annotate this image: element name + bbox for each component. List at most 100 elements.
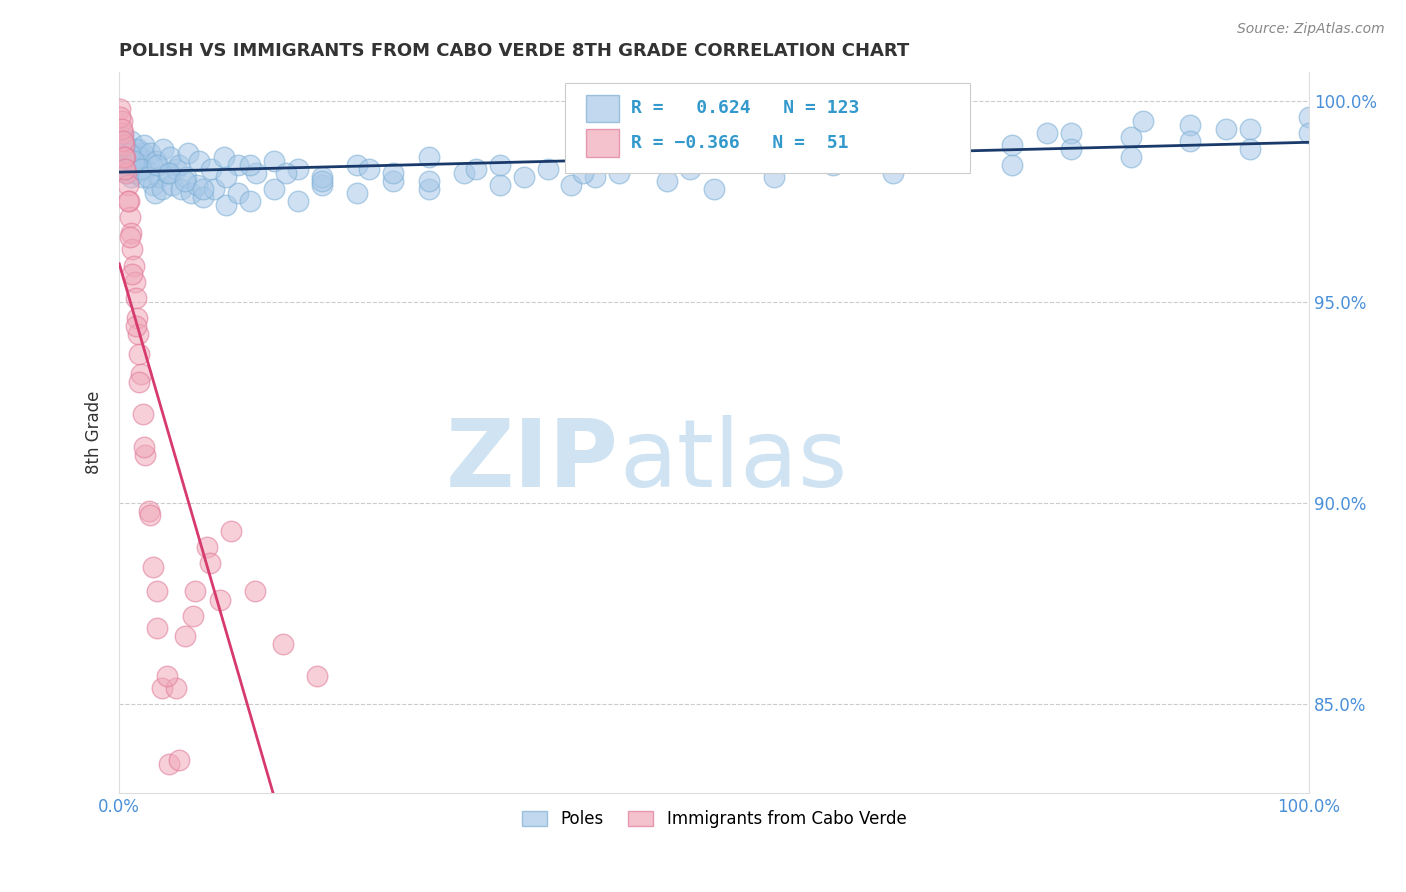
Point <box>138 504 160 518</box>
Point <box>134 161 156 176</box>
Point <box>418 174 440 188</box>
Point <box>263 182 285 196</box>
Point <box>195 540 218 554</box>
Point <box>274 166 297 180</box>
Point <box>679 161 702 176</box>
Point <box>117 178 139 192</box>
Point <box>226 186 249 201</box>
Point <box>112 137 135 152</box>
Point <box>273 637 295 651</box>
Point <box>170 182 193 196</box>
Point <box>124 166 146 180</box>
Point <box>177 145 200 160</box>
Point <box>209 592 232 607</box>
Point <box>110 110 132 124</box>
Point <box>655 153 678 168</box>
Point <box>159 150 181 164</box>
Point <box>572 166 595 180</box>
Bar <box>586 129 619 157</box>
Point <box>727 145 749 160</box>
Point <box>305 669 328 683</box>
Point <box>114 150 136 164</box>
Point <box>150 182 173 196</box>
Point <box>200 161 222 176</box>
Point <box>1239 121 1261 136</box>
Point <box>212 150 235 164</box>
Point <box>121 243 143 257</box>
Point <box>148 169 170 184</box>
Point <box>287 194 309 209</box>
Point <box>219 524 242 538</box>
Point <box>311 174 333 188</box>
Point <box>655 174 678 188</box>
Point <box>607 166 630 180</box>
Point <box>465 161 488 176</box>
Point <box>142 178 165 192</box>
Point <box>245 166 267 180</box>
Point <box>381 174 404 188</box>
Point <box>165 681 187 695</box>
Point <box>346 158 368 172</box>
Point <box>204 182 226 196</box>
Point <box>1298 110 1320 124</box>
Point <box>418 182 440 196</box>
Point <box>1132 113 1154 128</box>
Text: Source: ZipAtlas.com: Source: ZipAtlas.com <box>1237 22 1385 37</box>
Point <box>751 142 773 156</box>
Y-axis label: 8th Grade: 8th Grade <box>86 391 103 475</box>
Point <box>128 347 150 361</box>
Point <box>121 267 143 281</box>
Point <box>1001 158 1024 172</box>
Point <box>287 161 309 176</box>
Point <box>112 150 135 164</box>
Point <box>114 137 136 152</box>
Point <box>239 158 262 172</box>
Text: POLISH VS IMMIGRANTS FROM CABO VERDE 8TH GRADE CORRELATION CHART: POLISH VS IMMIGRANTS FROM CABO VERDE 8TH… <box>120 42 910 60</box>
Point <box>191 190 214 204</box>
Point <box>111 113 134 128</box>
Point <box>1001 137 1024 152</box>
Point <box>882 145 904 160</box>
Point <box>167 158 190 172</box>
Point <box>139 508 162 522</box>
Point <box>1119 129 1142 144</box>
Point <box>311 169 333 184</box>
Point <box>1060 126 1083 140</box>
Point <box>226 158 249 172</box>
Point <box>111 121 134 136</box>
Point <box>124 275 146 289</box>
Point <box>120 169 142 184</box>
Point <box>181 608 204 623</box>
Point <box>156 166 179 180</box>
Point <box>111 129 134 144</box>
Point <box>112 137 135 152</box>
Point <box>167 754 190 768</box>
Point <box>132 408 155 422</box>
Point <box>418 150 440 164</box>
Point <box>118 145 141 160</box>
Point <box>142 560 165 574</box>
Point <box>703 182 725 196</box>
Point <box>1036 126 1059 140</box>
Point <box>146 584 169 599</box>
Point <box>118 194 141 209</box>
Point <box>1119 150 1142 164</box>
Point <box>125 291 148 305</box>
Point <box>845 129 868 144</box>
Point <box>1239 142 1261 156</box>
Point <box>560 178 582 192</box>
Point <box>941 118 963 132</box>
Point <box>583 169 606 184</box>
Point <box>111 126 134 140</box>
Point <box>112 150 135 164</box>
Point <box>536 161 558 176</box>
Point <box>1178 134 1201 148</box>
Point <box>120 134 142 148</box>
Point <box>489 158 512 172</box>
Point <box>1298 126 1320 140</box>
Point <box>134 440 156 454</box>
Point <box>117 194 139 209</box>
Bar <box>586 95 619 122</box>
Point <box>165 161 187 176</box>
Point <box>145 153 167 168</box>
